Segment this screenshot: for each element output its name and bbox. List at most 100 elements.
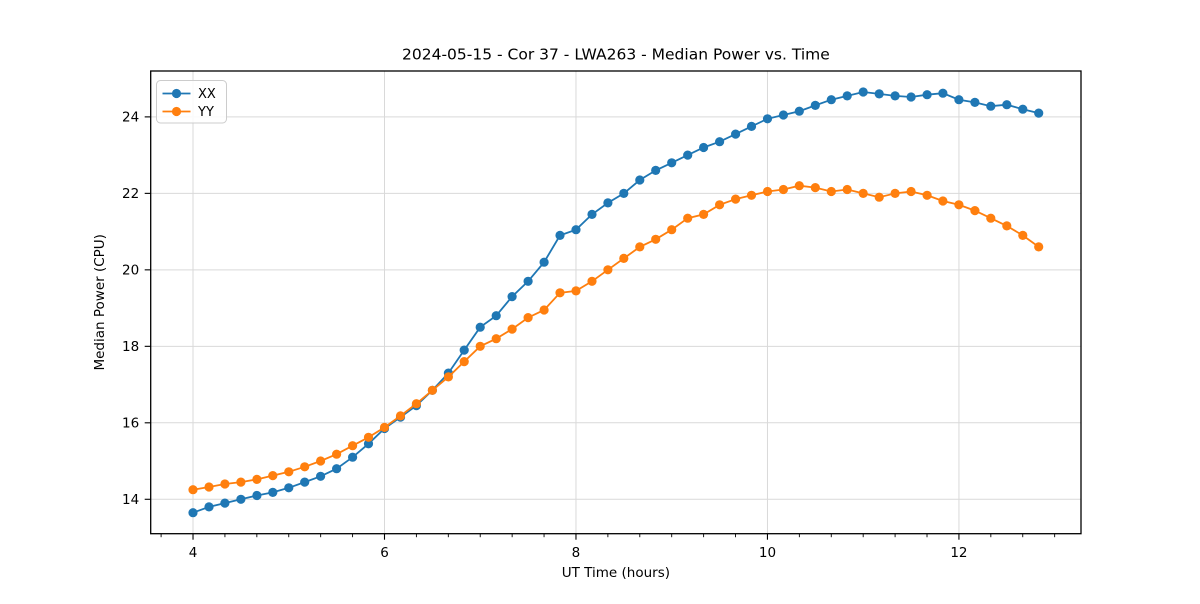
data-point-xx bbox=[794, 106, 804, 116]
data-point-yy bbox=[906, 186, 916, 197]
data-point-xx bbox=[1002, 100, 1012, 110]
data-point-yy bbox=[810, 183, 820, 193]
data-point-xx bbox=[300, 477, 310, 487]
data-point-yy bbox=[507, 324, 517, 334]
data-point-yy bbox=[651, 234, 661, 244]
data-point-yy bbox=[683, 213, 693, 223]
x-tick-label: 4 bbox=[189, 545, 198, 561]
data-point-yy bbox=[1034, 242, 1044, 252]
data-point-yy bbox=[555, 288, 565, 298]
data-point-yy bbox=[699, 209, 709, 219]
x-tick-label: 8 bbox=[572, 545, 581, 561]
data-point-yy bbox=[1018, 230, 1028, 240]
y-tick-label: 18 bbox=[122, 339, 139, 355]
y-tick-label: 22 bbox=[122, 186, 139, 202]
legend-label-yy: YY bbox=[197, 105, 214, 120]
data-point-yy bbox=[220, 479, 230, 489]
data-point-yy bbox=[986, 213, 996, 223]
data-point-yy bbox=[970, 206, 980, 216]
data-point-xx bbox=[810, 100, 820, 110]
data-point-yy bbox=[491, 334, 501, 344]
series-yy-line bbox=[192, 184, 1040, 491]
data-point-xx bbox=[826, 95, 836, 105]
y-tick-label: 16 bbox=[122, 416, 139, 432]
data-point-yy bbox=[715, 200, 725, 210]
data-point-xx bbox=[667, 158, 677, 168]
series-yy-markers bbox=[188, 181, 1044, 495]
data-point-xx bbox=[523, 276, 533, 286]
data-point-xx bbox=[363, 439, 374, 449]
data-point-xx bbox=[970, 97, 980, 107]
data-point-yy bbox=[411, 399, 421, 409]
data-point-xx bbox=[746, 121, 757, 131]
data-point-xx bbox=[587, 209, 597, 219]
data-point-xx bbox=[539, 257, 549, 267]
data-point-yy bbox=[523, 313, 533, 323]
data-point-xx bbox=[188, 508, 198, 518]
data-point-xx bbox=[475, 322, 485, 332]
chart-title: 2024-05-15 - Cor 37 - LWA263 - Median Po… bbox=[402, 46, 830, 64]
data-point-xx bbox=[332, 464, 342, 474]
data-point-xx bbox=[204, 502, 214, 512]
data-point-xx bbox=[906, 92, 916, 102]
x-tick-label: 10 bbox=[759, 545, 776, 561]
data-point-yy bbox=[252, 474, 262, 484]
plot-spines bbox=[150, 70, 1082, 535]
data-point-yy bbox=[938, 196, 948, 206]
data-point-yy bbox=[332, 449, 342, 459]
data-point-xx bbox=[284, 483, 294, 493]
data-series bbox=[188, 87, 1044, 518]
data-point-yy bbox=[667, 225, 677, 235]
data-point-yy bbox=[379, 422, 390, 432]
data-point-yy bbox=[395, 411, 406, 421]
data-point-xx bbox=[619, 188, 629, 198]
data-point-yy bbox=[603, 265, 613, 275]
data-point-yy bbox=[443, 372, 453, 382]
data-point-xx bbox=[555, 230, 565, 240]
data-point-yy bbox=[794, 181, 804, 191]
data-point-xx bbox=[651, 165, 661, 175]
data-point-yy bbox=[268, 471, 278, 481]
data-point-yy bbox=[1002, 221, 1012, 231]
data-point-xx bbox=[874, 89, 884, 99]
data-point-xx bbox=[954, 95, 964, 105]
data-point-xx bbox=[922, 90, 932, 100]
data-point-xx bbox=[603, 198, 613, 208]
data-point-yy bbox=[348, 441, 358, 451]
legend-marker-sample bbox=[171, 88, 182, 99]
data-point-yy bbox=[922, 190, 932, 200]
data-point-xx bbox=[236, 494, 246, 504]
y-axis-label: Median Power (CPU) bbox=[92, 234, 108, 370]
data-point-xx bbox=[731, 129, 741, 139]
data-point-xx bbox=[890, 91, 900, 101]
data-point-yy bbox=[300, 462, 310, 472]
data-point-yy bbox=[427, 385, 437, 395]
legend-item-xx: XX bbox=[162, 87, 216, 102]
data-point-xx bbox=[268, 487, 278, 497]
data-point-yy bbox=[731, 194, 741, 204]
data-point-xx bbox=[348, 452, 358, 462]
data-point-yy bbox=[539, 305, 549, 315]
data-point-yy bbox=[571, 286, 581, 296]
data-point-yy bbox=[236, 477, 246, 487]
data-point-xx bbox=[459, 345, 469, 355]
data-point-xx bbox=[778, 110, 789, 120]
y-tick-label: 24 bbox=[122, 110, 139, 126]
data-point-xx bbox=[699, 142, 709, 153]
data-point-yy bbox=[746, 190, 757, 200]
data-point-xx bbox=[635, 175, 645, 185]
plot-area-border bbox=[150, 70, 1082, 535]
data-point-yy bbox=[316, 456, 326, 466]
x-axis-label: UT Time (hours) bbox=[562, 565, 670, 581]
data-point-xx bbox=[220, 498, 230, 508]
data-point-xx bbox=[1034, 108, 1044, 118]
legend-item-yy: YY bbox=[162, 105, 214, 120]
data-point-xx bbox=[316, 471, 326, 481]
data-point-yy bbox=[890, 188, 900, 198]
data-point-yy bbox=[858, 188, 868, 198]
data-point-xx bbox=[986, 101, 996, 111]
legend-box bbox=[156, 80, 227, 124]
legend-label-xx: XX bbox=[198, 87, 216, 102]
data-point-yy bbox=[188, 485, 198, 495]
